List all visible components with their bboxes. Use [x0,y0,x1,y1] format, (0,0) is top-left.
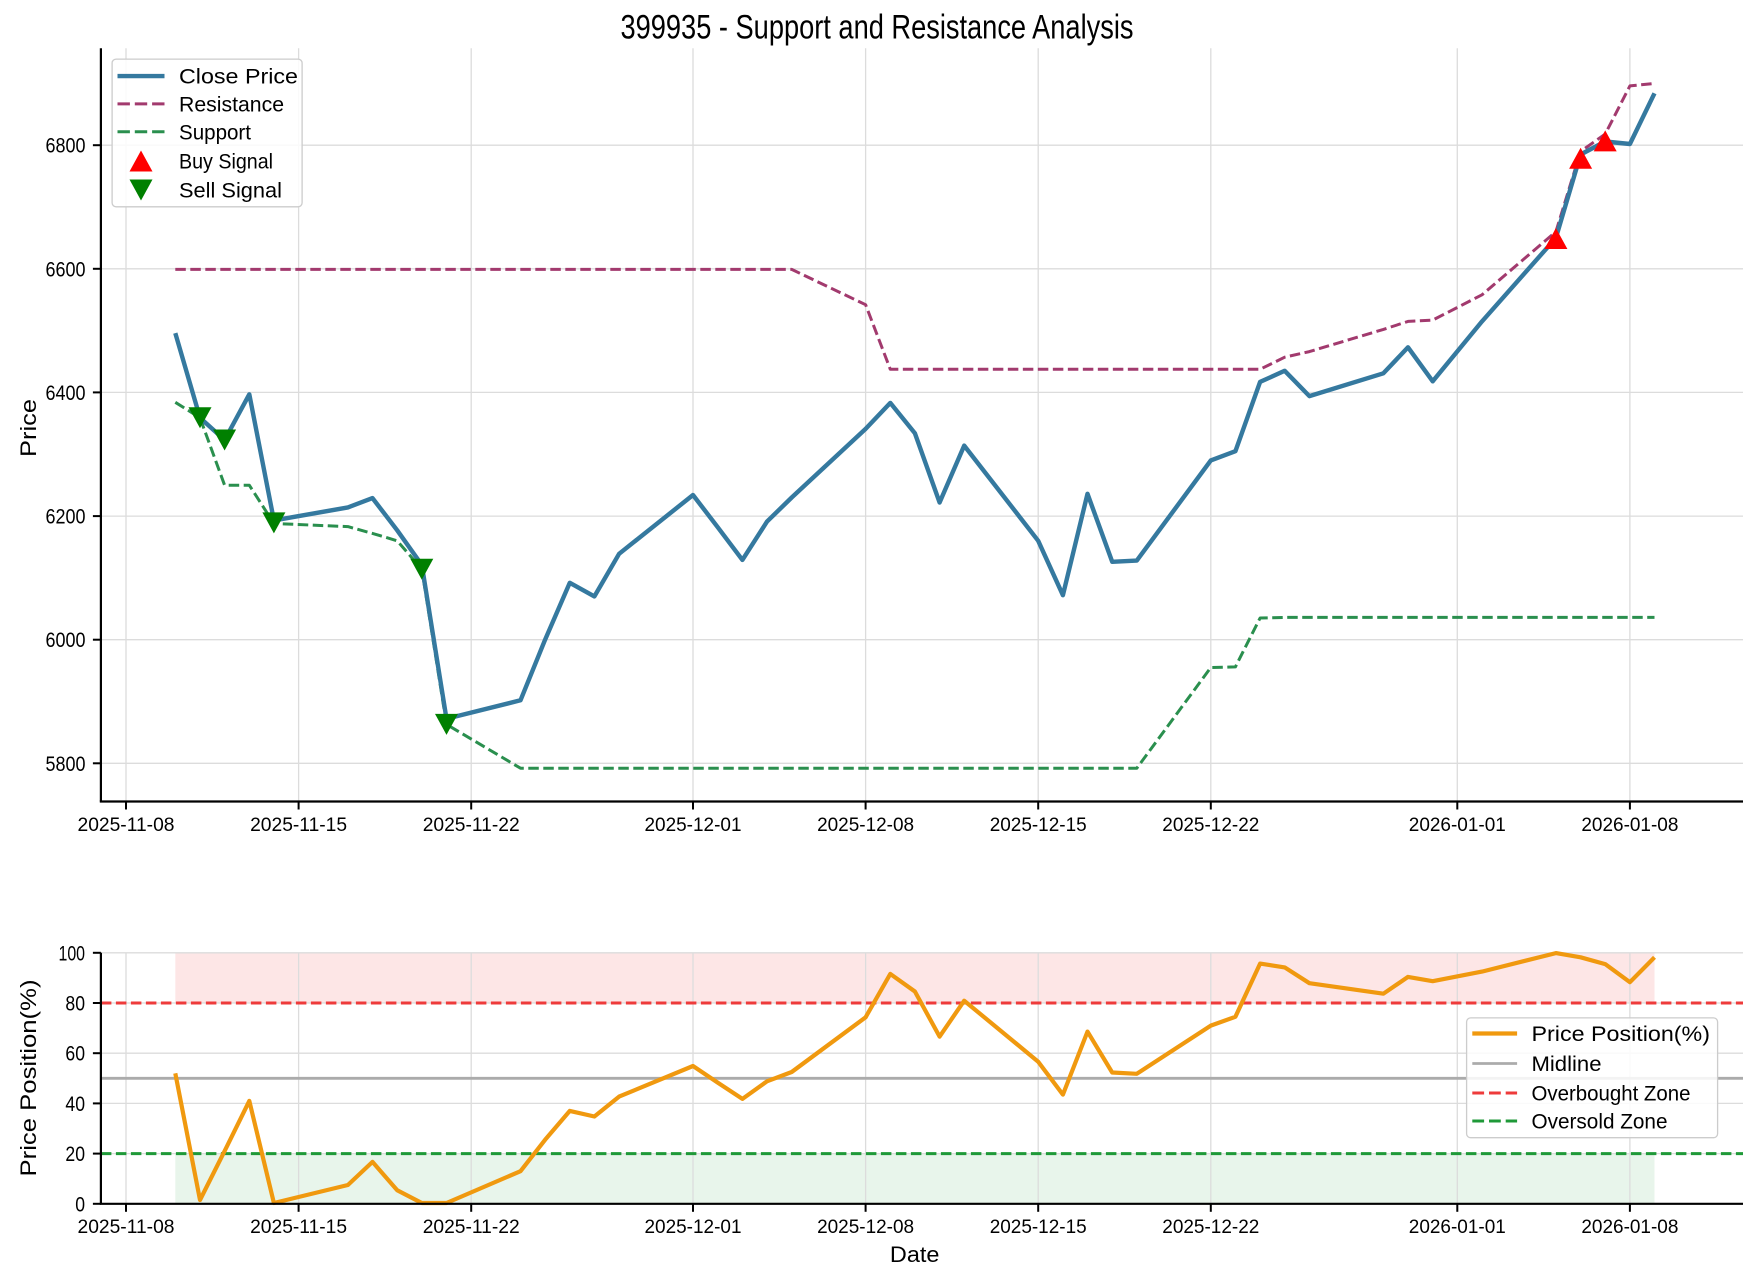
svg-text:20: 20 [65,1142,85,1166]
svg-text:5800: 5800 [46,752,86,776]
svg-text:6600: 6600 [46,257,86,281]
svg-text:2025-12-22: 2025-12-22 [1162,814,1259,836]
svg-text:6200: 6200 [46,505,86,529]
svg-text:6000: 6000 [46,628,86,652]
svg-text:2025-11-22: 2025-11-22 [423,814,520,836]
svg-text:Sell Signal: Sell Signal [179,179,282,203]
svg-text:2025-12-15: 2025-12-15 [990,814,1087,836]
svg-text:Resistance: Resistance [179,92,284,116]
svg-text:2025-12-22: 2025-12-22 [1162,1216,1259,1238]
svg-text:Close Price: Close Price [179,65,298,89]
svg-text:Support: Support [179,120,251,144]
svg-text:2026-01-01: 2026-01-01 [1409,814,1506,836]
svg-text:2026-01-08: 2026-01-08 [1581,814,1678,836]
svg-text:2025-11-08: 2025-11-08 [78,1216,175,1238]
svg-text:80: 80 [65,992,85,1016]
svg-text:2025-11-22: 2025-11-22 [423,1216,520,1238]
svg-text:Buy Signal: Buy Signal [179,150,273,174]
svg-text:0: 0 [75,1192,85,1216]
svg-text:6800: 6800 [46,134,86,158]
svg-text:2026-01-01: 2026-01-01 [1409,1216,1506,1238]
svg-text:Date: Date [890,1242,940,1267]
svg-text:2025-11-15: 2025-11-15 [250,1216,347,1238]
svg-text:Overbought Zone: Overbought Zone [1532,1082,1691,1106]
svg-text:399935 - Support and Resistanc: 399935 - Support and Resistance Analysis [621,9,1134,47]
svg-text:2025-12-01: 2025-12-01 [645,814,742,836]
svg-text:2025-12-08: 2025-12-08 [817,814,914,836]
svg-text:6400: 6400 [46,381,86,405]
svg-text:2026-01-08: 2026-01-08 [1581,1216,1678,1238]
svg-text:Price Position(%): Price Position(%) [16,980,41,1177]
svg-text:2025-12-15: 2025-12-15 [990,1216,1087,1238]
svg-text:60: 60 [65,1042,85,1066]
svg-text:100: 100 [59,941,86,965]
svg-text:Price Position(%): Price Position(%) [1532,1022,1711,1046]
svg-text:Midline: Midline [1532,1052,1602,1076]
svg-text:2025-11-15: 2025-11-15 [250,814,347,836]
svg-text:40: 40 [65,1092,85,1116]
svg-text:Oversold Zone: Oversold Zone [1532,1110,1668,1134]
svg-text:Price: Price [16,399,41,457]
svg-text:2025-12-08: 2025-12-08 [817,1216,914,1238]
svg-text:2025-11-08: 2025-11-08 [78,814,175,836]
svg-text:2025-12-01: 2025-12-01 [645,1216,742,1238]
